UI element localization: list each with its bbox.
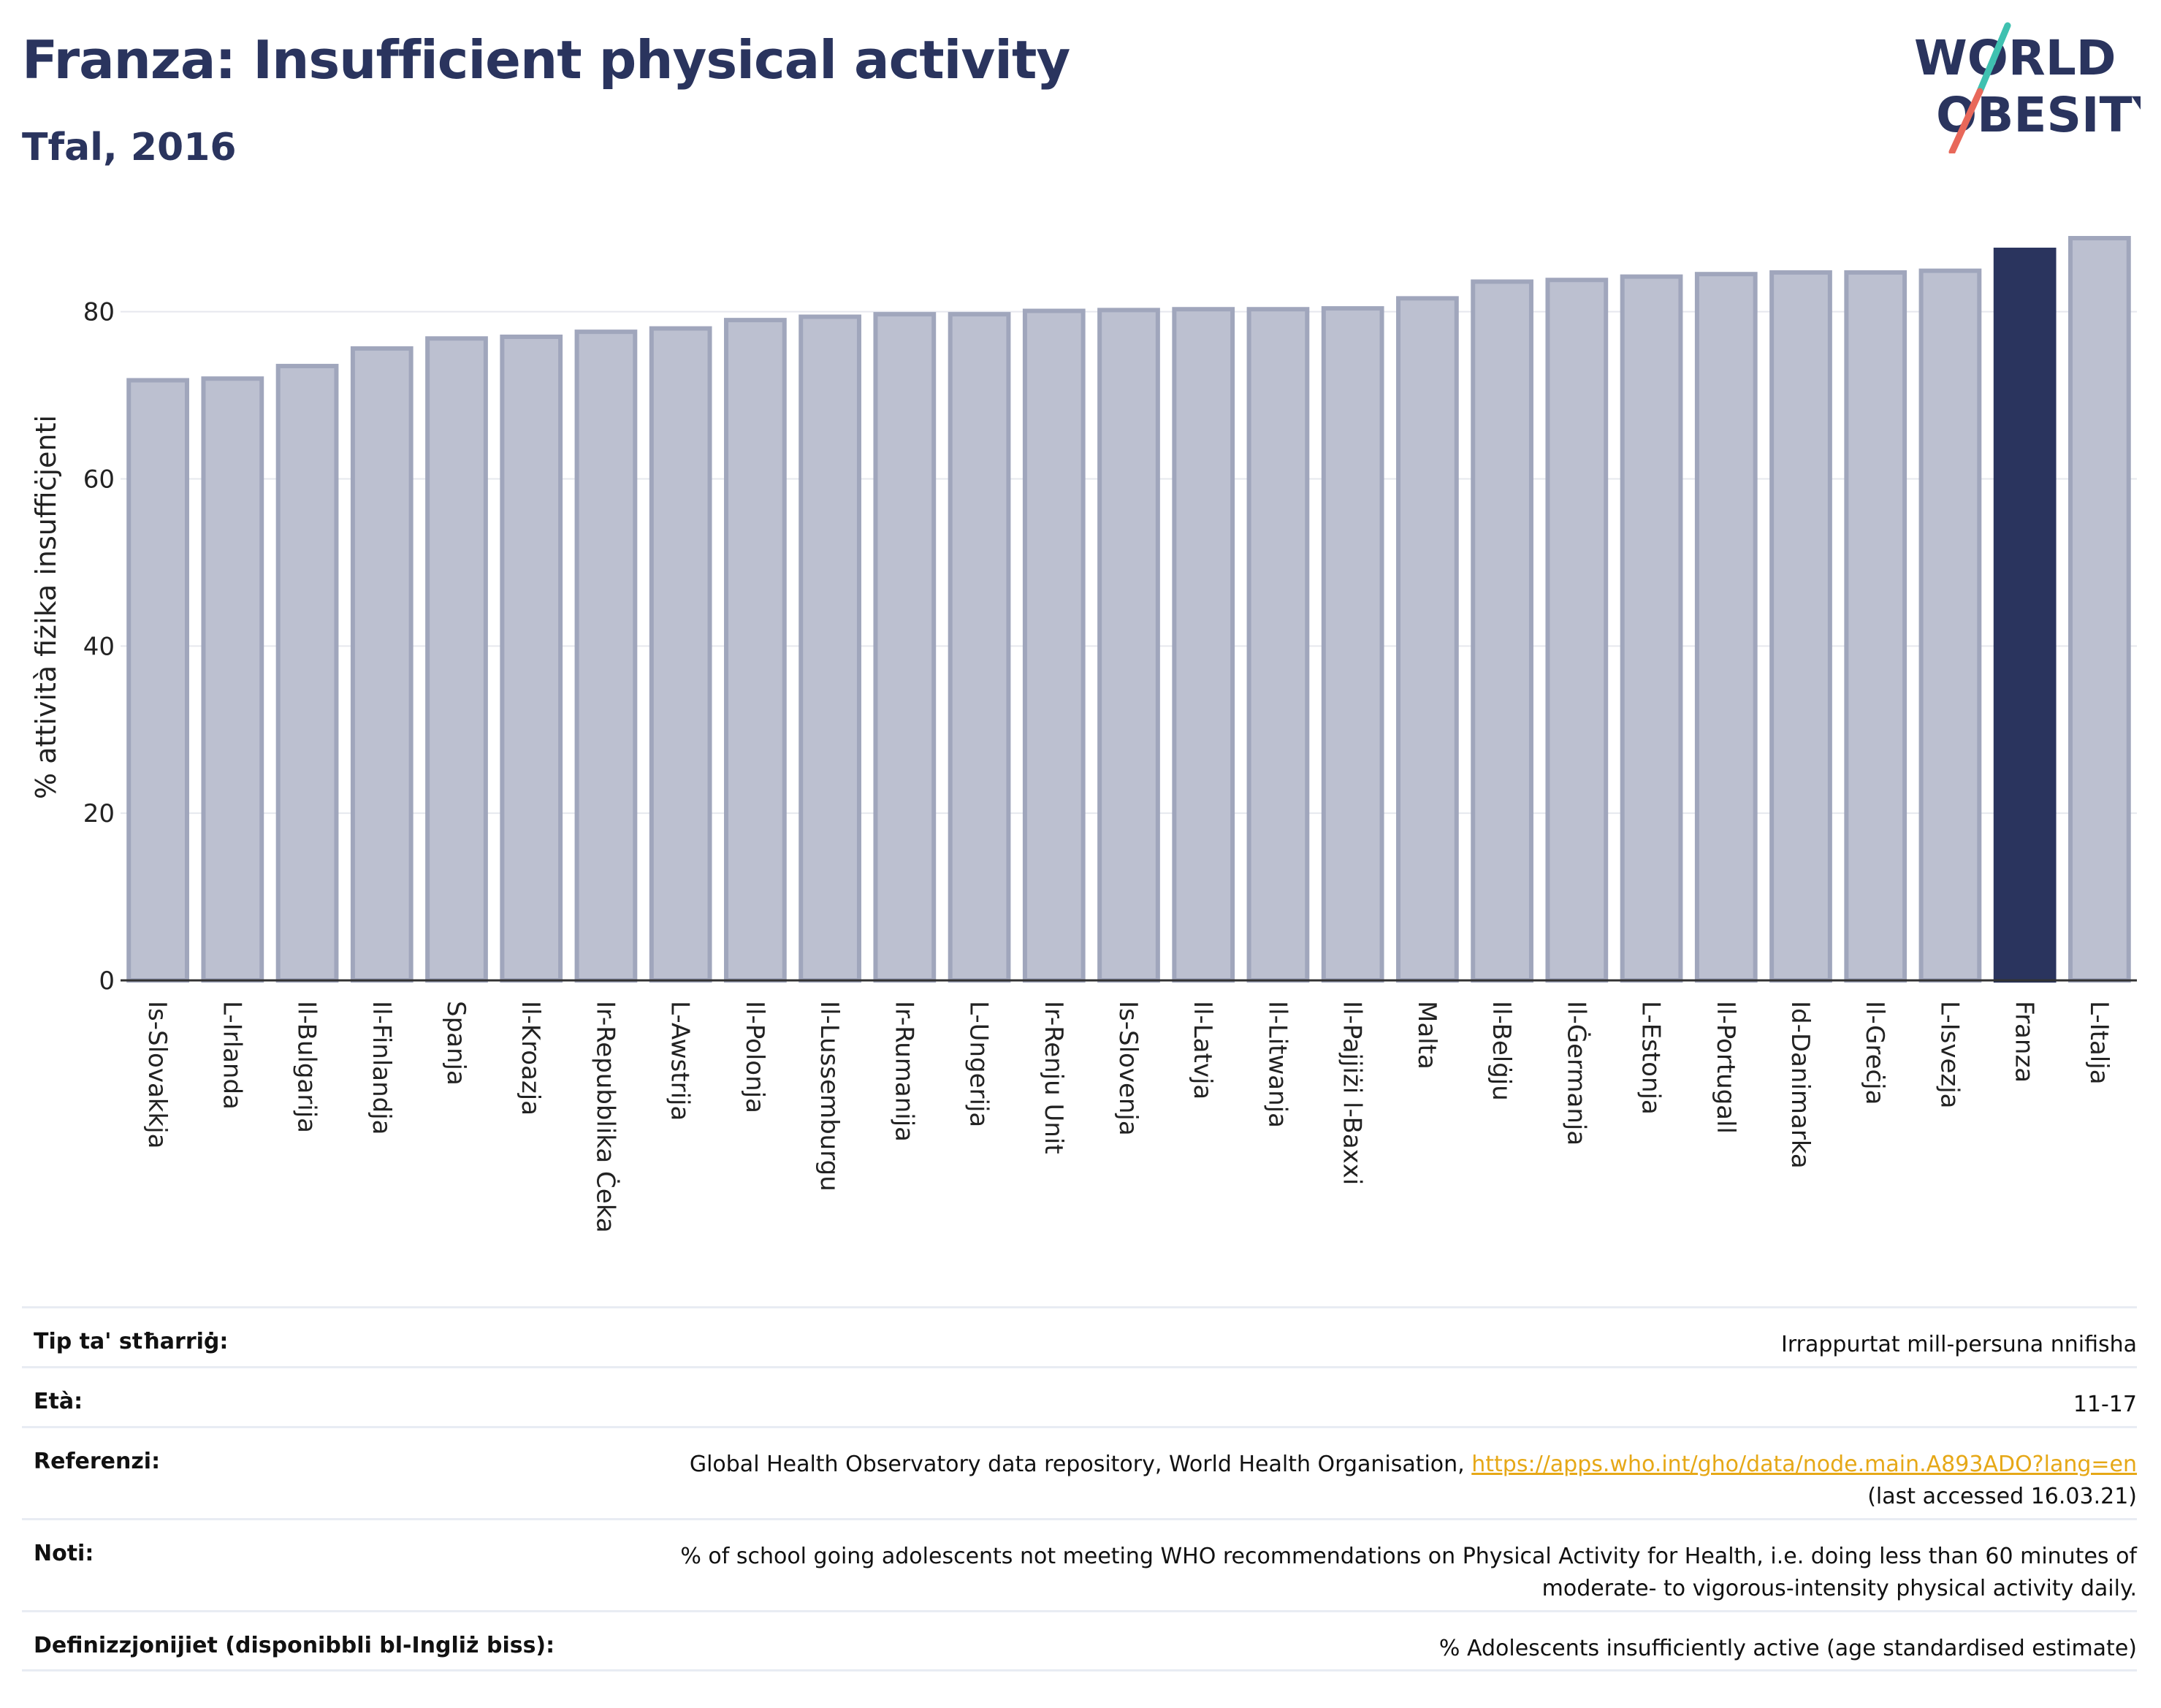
x-tick-label: L-Italja (2084, 1001, 2114, 1085)
y-tick-label: 40 (83, 632, 115, 661)
x-tick-label: Il-Bulgarija (292, 1001, 321, 1133)
bar (1844, 270, 1907, 983)
bar (350, 346, 413, 983)
bar (1993, 248, 2057, 983)
bar (1545, 278, 1609, 983)
bar (1769, 270, 1832, 983)
y-axis-label: % attività fiżika insuffiċjenti (30, 415, 62, 799)
info-value: Global Health Observatory data repositor… (690, 1449, 2137, 1513)
bar (1097, 308, 1160, 983)
x-tick-label: L-Isvezja (1935, 1001, 1964, 1109)
bar (948, 312, 1011, 983)
y-tick-label: 60 (83, 465, 115, 495)
y-tick-label: 80 (83, 298, 115, 327)
x-tick-label: Il-Kroazja (516, 1001, 545, 1116)
info-row-survey: Tip ta' stħarriġ: Irrappurtat mill-persu… (22, 1306, 2137, 1366)
x-tick-label: Il-Greċja (1860, 1001, 1889, 1105)
bar (1321, 306, 1384, 983)
info-value: % Adolescents insufficiently active (age… (1438, 1636, 2137, 1661)
bar (873, 312, 937, 983)
info-key: Età: (34, 1389, 83, 1414)
bar (649, 326, 712, 983)
x-tick-label: Spanja (441, 1001, 470, 1086)
x-tick-label: Is-Slovakkja (142, 1001, 172, 1148)
x-tick-label: Malta (1412, 1001, 1441, 1070)
bar (425, 336, 488, 983)
bar (1246, 307, 1310, 983)
info-row-definitions: Definizzjonijiet (disponibbli bl-Ingliż … (22, 1610, 2137, 1671)
reference-link[interactable]: https://apps.who.int/gho/data/node.main.… (1471, 1452, 2137, 1477)
x-tick-label: Il-Lussemburgu (815, 1001, 844, 1192)
bar (126, 378, 189, 983)
logo-slash-top (1976, 22, 2011, 95)
info-key: Tip ta' stħarriġ: (34, 1329, 229, 1354)
bar (1396, 296, 1459, 983)
y-tick-label: 20 (83, 799, 115, 828)
x-tick-label: Ir-Rumanija (889, 1001, 918, 1142)
info-value: Irrappurtat mill-persuna nnifisha (1780, 1332, 2137, 1357)
info-key: Noti: (34, 1541, 94, 1566)
x-tick-label: L-Awstrija (666, 1001, 695, 1121)
bar (1172, 307, 1235, 983)
bar (1022, 308, 1086, 983)
bar (1620, 274, 1683, 983)
x-tick-label: Ir-Repubblika Ċeka (590, 1001, 620, 1233)
x-tick-label: Il-Latvja (1188, 1001, 1217, 1099)
x-tick-label: L-Estonja (1636, 1001, 1666, 1115)
x-tick-label: Ir-Renju Unit (1039, 1001, 1068, 1154)
info-value: 11-17 (2073, 1392, 2137, 1417)
bar (500, 335, 563, 983)
bar (574, 329, 638, 983)
x-tick-label: Is-Slovenja (1113, 1001, 1143, 1136)
x-tick-label: Id-Danimarka (1785, 1001, 1815, 1169)
x-tick-label: Il-Portugall (1711, 1001, 1740, 1134)
world-obesity-logo: WORLD OBESITY (1914, 22, 2141, 153)
info-row-references: Referenzi: Global Health Observatory dat… (22, 1426, 2137, 1518)
x-tick-label: Il-Belġju (1487, 1001, 1516, 1101)
info-table: Tip ta' stħarriġ: Irrappurtat mill-persu… (22, 1306, 2137, 1671)
x-tick-label: L-Ungerija (964, 1001, 994, 1127)
y-tick-label: 0 (99, 967, 115, 996)
bar (2068, 236, 2131, 983)
logo-slash-bottom (1948, 88, 1983, 153)
info-row-notes: Noti: % of school going adolescents not … (22, 1518, 2137, 1610)
bar (799, 314, 861, 983)
info-key: Referenzi: (34, 1449, 161, 1474)
bar (201, 376, 264, 983)
bar (275, 364, 339, 983)
x-tick-label: Il-Polonja (740, 1001, 769, 1113)
x-tick-label: Franza (2010, 1001, 2039, 1083)
x-tick-label: Il-Ġermanja (1561, 1001, 1591, 1145)
logo-line1: WORLD (1914, 30, 2116, 86)
bar (1471, 279, 1533, 983)
bar (724, 318, 787, 983)
x-tick-label: Il-Finlandja (367, 1001, 396, 1135)
info-row-age: Età: 11-17 (22, 1366, 2137, 1426)
reference-text: Global Health Observatory data repositor… (689, 1452, 1465, 1477)
chart-subtitle: Tfal, 2016 (22, 126, 237, 169)
x-tick-label: L-Irlanda (217, 1001, 246, 1110)
x-tick-label: Il-Pajjiżi l-Baxxi (1338, 1001, 1367, 1185)
bar-chart: 0 20 40 60 80 % attività fiżika insuffiċjenti… (30, 236, 2137, 1233)
info-value: % of school going adolescents not meetin… (680, 1544, 2137, 1601)
info-key: Definizzjonijiet (disponibbli bl-Ingliż … (34, 1633, 555, 1658)
bar (1918, 268, 1982, 983)
bar (1694, 272, 1758, 983)
reference-accessed: (last accessed 16.03.21) (1867, 1484, 2137, 1509)
x-tick-label: Il-Litwanja (1262, 1001, 1292, 1128)
chart-title: Franza: Insufficient physical activity (22, 29, 1070, 91)
